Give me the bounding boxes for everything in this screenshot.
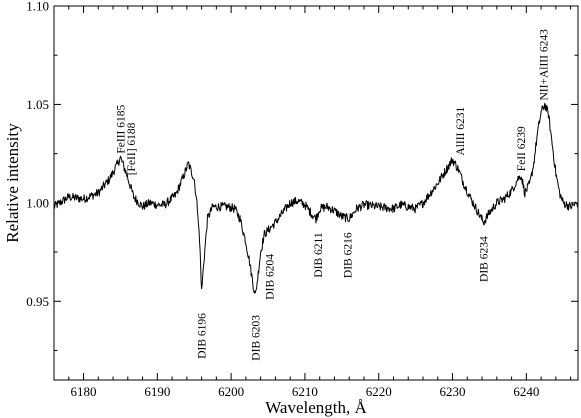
x-tick-label: 6240	[513, 384, 539, 399]
x-axis-ticks: 6180 6190 6200 6210 6220 6230 6240	[53, 6, 572, 399]
x-tick-label: 6180	[71, 384, 97, 399]
plot-frame	[53, 5, 579, 381]
y-tick-label: 1.00	[26, 195, 49, 210]
annotation-label: NII+AlIII 6243	[538, 29, 550, 101]
annotation-label: DIB 6216	[343, 232, 355, 278]
annotation-label: DIB 6234	[479, 236, 491, 282]
y-tick-label: 1.05	[26, 97, 49, 112]
x-tick-label: 6200	[218, 384, 244, 399]
y-tick-label: 1.10	[26, 0, 49, 14]
annotation-label: DIB 6196	[197, 313, 209, 359]
x-tick-label: 6210	[292, 384, 318, 399]
x-tick-label: 6220	[366, 384, 392, 399]
annotation-label: AlIII 6231	[455, 106, 467, 155]
annotation-label: DIB 6203	[251, 315, 263, 361]
line-annotations: FeIII 6185[FeII] 6188 DIB 6196 DIB 6203 DIB…	[115, 29, 550, 361]
spectrum-line	[53, 102, 579, 294]
annotation-label: DIB 6211	[313, 232, 325, 278]
x-tick-label: 6190	[144, 384, 170, 399]
series-layer	[53, 102, 579, 294]
annotation-label: FeIII 6185	[115, 104, 127, 153]
annotation-label: [FeII] 6188	[126, 122, 138, 175]
x-tick-label: 6230	[440, 384, 466, 399]
y-axis-label: Relative intensity	[3, 123, 22, 243]
annotation-label: FeII 6239	[516, 126, 528, 171]
y-axis-ticks: 0.95 1.00 1.05 1.10	[26, 0, 578, 351]
y-tick-label: 0.95	[26, 294, 49, 309]
x-axis-label: Wavelength, Å	[265, 398, 367, 417]
annotation-label: DIB 6204	[265, 254, 277, 300]
plot-border	[53, 5, 579, 381]
